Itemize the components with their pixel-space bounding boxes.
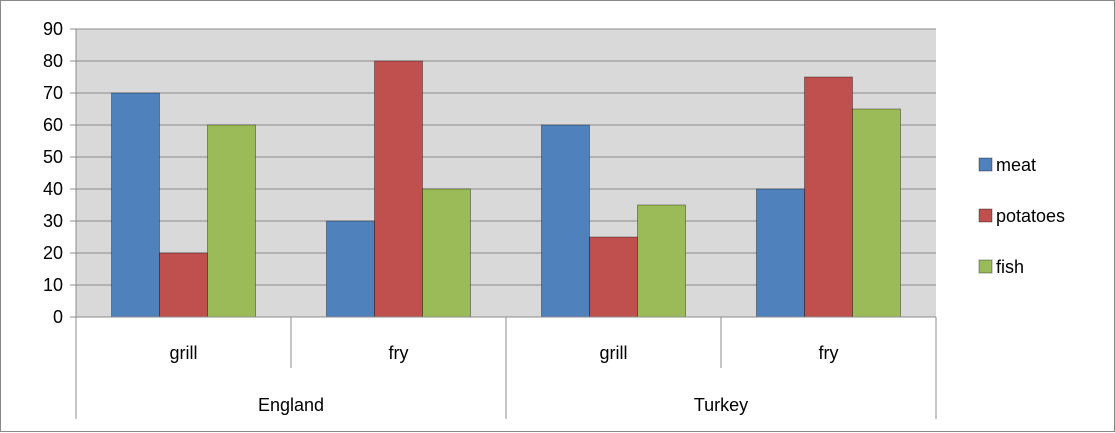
y-tick-label: 90 <box>43 19 63 39</box>
axes <box>75 29 937 419</box>
x-category-label: grill <box>169 343 197 363</box>
x-category-labels: grill fry grill fry <box>169 343 838 363</box>
y-tick-label: 20 <box>43 243 63 263</box>
bar-fish-1 <box>422 188 471 318</box>
legend-swatch-meat <box>978 157 993 172</box>
legend-swatch-fish <box>978 259 993 274</box>
y-tick-label: 50 <box>43 147 63 167</box>
bar-meat-0 <box>111 92 160 318</box>
y-tick-label: 30 <box>43 211 63 231</box>
bar-meat-3 <box>756 188 805 318</box>
x-category-label: fry <box>819 343 839 363</box>
bar-potatoes-3 <box>804 76 853 318</box>
bar-meat-1 <box>326 220 375 318</box>
x-group-label: England <box>258 395 324 415</box>
x-category-label: grill <box>599 343 627 363</box>
bars <box>111 60 901 318</box>
y-tick-label: 60 <box>43 115 63 135</box>
bar-fish-3 <box>852 108 901 318</box>
y-tick-label: 0 <box>53 307 63 327</box>
y-tick-label: 70 <box>43 83 63 103</box>
y-tick-label: 80 <box>43 51 63 71</box>
bar-potatoes-0 <box>159 252 208 318</box>
x-group-label: Turkey <box>694 395 748 415</box>
legend: meat potatoes fish <box>978 155 1065 277</box>
bar-fish-0 <box>207 124 256 318</box>
legend-label-meat: meat <box>996 155 1036 175</box>
bar-meat-2 <box>541 124 590 318</box>
x-group-labels: England Turkey <box>258 395 748 415</box>
legend-label-fish: fish <box>996 257 1024 277</box>
legend-swatch-potatoes <box>978 208 993 223</box>
y-tick-labels: 0 10 20 30 40 50 60 70 80 90 <box>43 19 63 327</box>
x-category-label: fry <box>389 343 409 363</box>
bar-fish-2 <box>637 204 686 318</box>
y-tick-label: 10 <box>43 275 63 295</box>
bar-potatoes-2 <box>589 236 638 318</box>
y-tick-label: 40 <box>43 179 63 199</box>
legend-label-potatoes: potatoes <box>996 206 1065 226</box>
bar-potatoes-1 <box>374 60 423 318</box>
